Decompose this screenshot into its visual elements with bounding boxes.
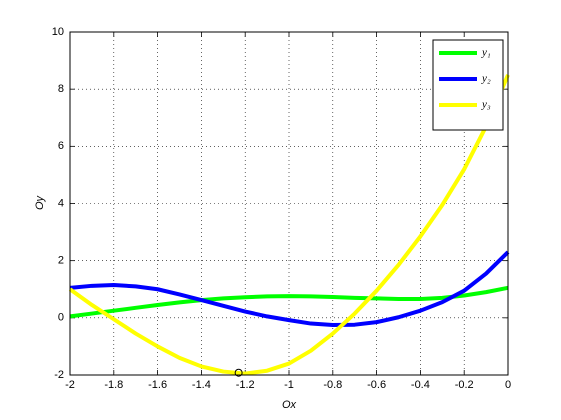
x-tick-label: -1.8 [104,379,123,391]
legend-label: y₁ [481,47,491,59]
y-tick-label: 8 [58,83,64,95]
x-tick-label: -1.6 [148,379,167,391]
axes-box [69,31,509,376]
x-tick-label: -1.4 [192,379,211,391]
y-tick-label: -2 [54,369,64,381]
x-tick-label: -1.2 [236,379,255,391]
point-marker [234,368,243,377]
y-tick-label: 2 [58,255,64,267]
x-tick-label: -1 [284,379,294,391]
y-tick-label: 0 [58,312,64,324]
x-tick-label: -0.6 [367,379,386,391]
series-line [69,285,509,319]
y-tick-label: 6 [58,140,64,152]
x-tick-label: 0 [505,379,511,391]
x-tick-label: -2 [65,379,75,391]
legend-label: y₂ [481,73,491,85]
legend-label: y₃ [481,99,491,111]
y-tick-label: 10 [52,26,64,38]
y-tick-label: 4 [58,197,64,209]
x-tick-label: -0.8 [323,379,342,391]
x-axis-label: Ox [282,399,297,411]
series-line [69,250,510,327]
x-tick-label: -0.4 [411,379,430,391]
series-line [68,74,510,376]
y-axis-label: Oy [34,194,46,210]
x-tick-label: -0.2 [455,379,474,391]
